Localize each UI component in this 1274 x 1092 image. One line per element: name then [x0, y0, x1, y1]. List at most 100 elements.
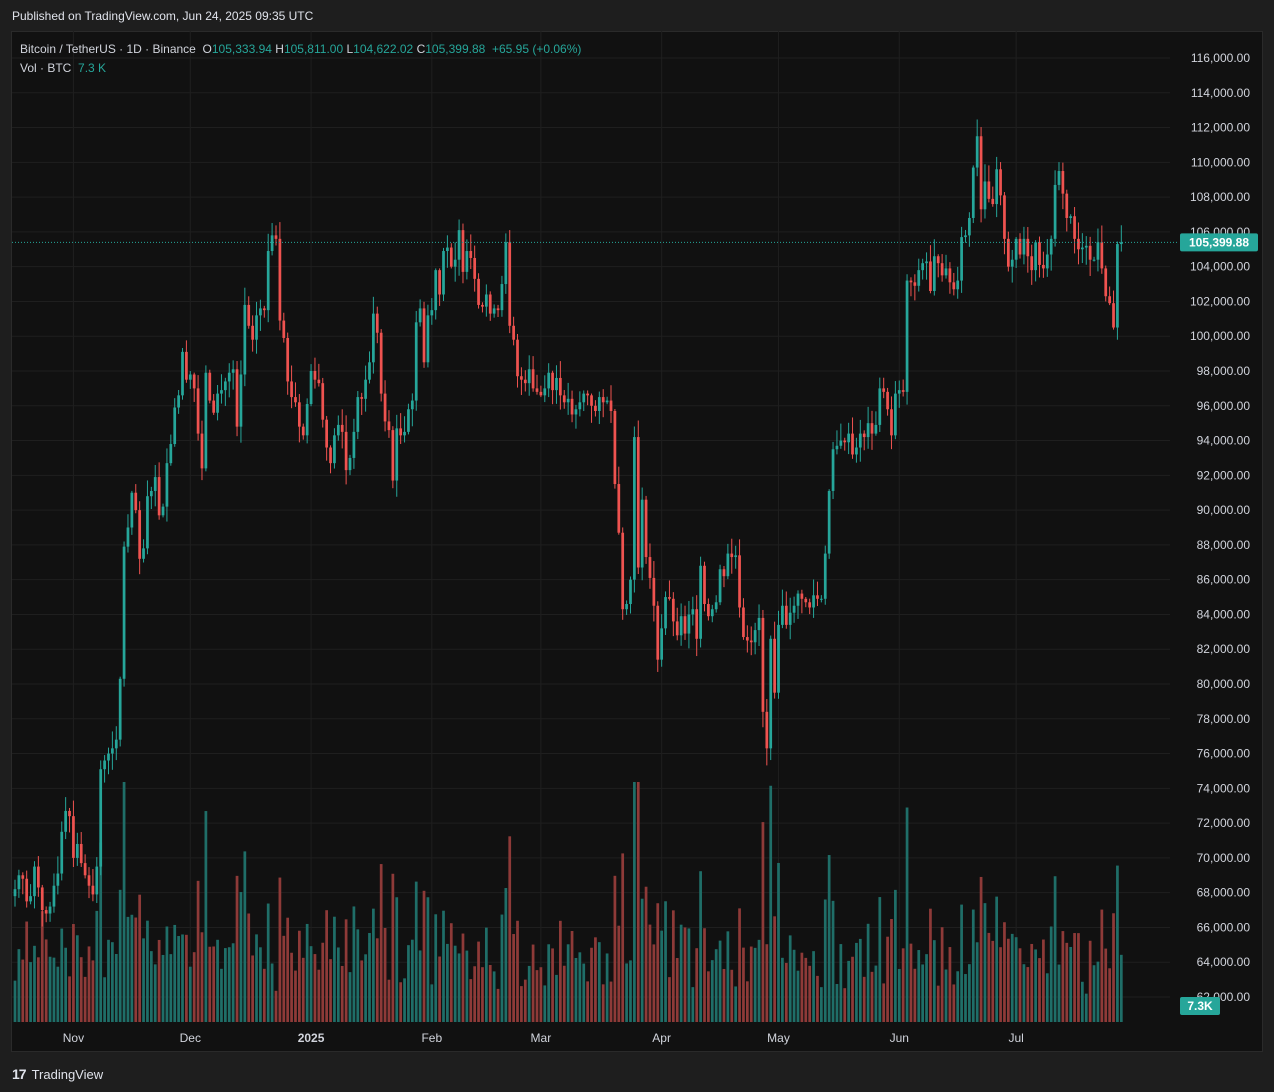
candle-body — [356, 397, 360, 432]
candle-body — [831, 449, 835, 491]
candle-body — [1042, 264, 1045, 269]
volume-bar — [418, 950, 422, 1022]
volume-bar — [745, 981, 749, 1022]
volume-bar — [777, 862, 780, 1022]
candle-body — [870, 423, 874, 434]
tradingview-footer[interactable]: 17 TradingView — [12, 1066, 103, 1082]
price-tick-label: 100,000.00 — [1190, 329, 1250, 343]
volume-bar — [64, 947, 68, 1022]
volume-bar — [527, 965, 531, 1022]
candle-body — [531, 369, 535, 389]
volume-bar — [1065, 942, 1069, 1022]
candle-body — [309, 371, 313, 405]
time-tick-label: Jun — [890, 1031, 909, 1045]
candle-body — [874, 424, 878, 434]
volume-bar — [99, 842, 103, 1022]
candle-body — [48, 906, 52, 914]
volume-bar — [56, 966, 60, 1022]
candle-body — [858, 433, 862, 448]
volume-bar — [691, 987, 695, 1022]
candle-body — [266, 251, 270, 311]
volume-bar — [660, 930, 664, 1022]
volume-bar — [956, 971, 960, 1022]
candle-body — [395, 428, 399, 481]
volume-bar — [894, 889, 897, 1022]
candle-body — [29, 896, 32, 902]
candle-body — [185, 351, 188, 380]
volume-bar — [1026, 967, 1030, 1022]
candle-body — [890, 409, 893, 436]
candle-body — [79, 843, 83, 864]
volume-bar — [773, 916, 776, 1022]
candle-body — [843, 440, 847, 443]
volume-bars — [13, 782, 1123, 1022]
brand-name: TradingView — [31, 1066, 104, 1082]
time-tick-label: May — [767, 1031, 790, 1045]
candle-body — [372, 313, 375, 363]
volume-bar — [964, 974, 967, 1022]
time-tick-label: Dec — [180, 1031, 201, 1045]
candle-body — [274, 235, 278, 239]
candle-body — [520, 376, 523, 380]
volume-bar — [33, 945, 36, 1022]
candle-body — [360, 397, 364, 399]
volume-bar — [146, 920, 149, 1022]
candle-body — [340, 424, 344, 432]
candle-body — [17, 875, 21, 890]
volume-bar — [473, 966, 477, 1022]
price-tick-label: 72,000.00 — [1197, 816, 1251, 830]
volume-bar — [586, 981, 589, 1022]
volume-bar — [379, 864, 383, 1022]
candle-body — [290, 381, 293, 398]
candle-body — [929, 261, 932, 292]
time-tick-label: Mar — [531, 1031, 552, 1045]
candle-body — [866, 423, 870, 438]
volume-bar — [1080, 981, 1084, 1022]
volume-bar — [971, 909, 975, 1022]
candle-body — [87, 875, 91, 886]
candle-body — [422, 308, 426, 363]
volume-bar — [449, 923, 453, 1022]
volume-bar — [913, 968, 917, 1022]
volume-bar — [40, 911, 44, 1022]
volume-bar — [422, 890, 426, 1022]
candle-body — [742, 607, 745, 638]
volume-bar — [547, 944, 551, 1022]
volume-bar — [932, 940, 936, 1022]
volume-bar — [107, 939, 110, 1022]
candle-body — [1112, 303, 1115, 328]
volume-bar — [118, 889, 122, 1022]
volume-bar — [282, 935, 286, 1022]
candle-body — [286, 337, 290, 382]
candle-body — [594, 405, 597, 411]
volume-bar — [664, 901, 667, 1022]
candle-body — [40, 887, 44, 911]
candle-body — [710, 609, 714, 617]
volume-bar — [414, 881, 418, 1022]
candle-body — [387, 421, 391, 431]
volume-bar — [461, 933, 465, 1022]
candle-body — [208, 372, 212, 401]
candle-body — [91, 885, 95, 895]
volume-bar — [111, 942, 114, 1022]
candle-body — [948, 268, 952, 283]
volume-bar — [960, 904, 963, 1022]
candle-body — [469, 251, 473, 258]
volume-bar — [812, 951, 815, 1022]
candle-body — [960, 237, 963, 281]
volume-bar — [730, 969, 734, 1022]
volume-bar — [134, 917, 138, 1022]
price-tick-label: 110,000.00 — [1191, 155, 1250, 169]
volume-bar — [605, 953, 609, 1022]
candle-body — [231, 369, 235, 373]
volume-bar — [1010, 933, 1014, 1022]
candle-body — [862, 433, 866, 438]
volume-bar — [442, 910, 445, 1022]
volume-bar — [492, 971, 496, 1022]
time-axis: Nov Dec 2025 Feb Mar Apr May Jun Jul — [63, 1031, 1024, 1045]
volume-bar — [792, 949, 796, 1022]
volume-bar — [784, 962, 788, 1022]
volume-bar — [325, 910, 329, 1022]
candle-body — [216, 393, 219, 413]
